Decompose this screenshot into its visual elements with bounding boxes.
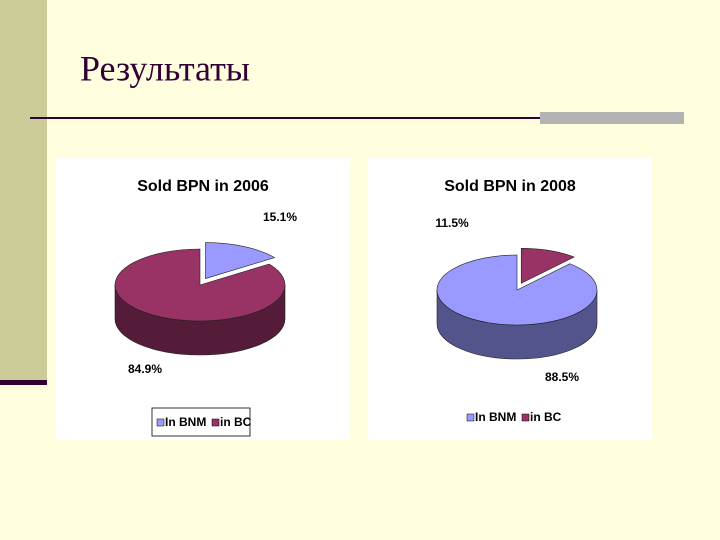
value-label: 11.5% — [435, 216, 469, 230]
value-label: 88.5% — [545, 370, 579, 384]
slide-title: Результаты — [80, 48, 250, 88]
legend-swatch — [521, 413, 530, 422]
slice — [205, 242, 276, 279]
legend-label: In BNM — [475, 410, 516, 424]
chart-title: Sold BPN in 2008 — [444, 178, 576, 195]
legend-swatch — [211, 418, 220, 427]
legend-swatch — [466, 413, 475, 422]
legend-label: in BC — [530, 410, 562, 424]
legend-box — [151, 407, 251, 437]
slice — [114, 248, 286, 322]
title-rule-accent — [540, 112, 684, 124]
legend-label: in BC — [220, 415, 252, 429]
chart-title: Sold BPN in 2006 — [137, 178, 269, 195]
slice — [520, 247, 575, 284]
legend-swatch — [156, 418, 165, 427]
value-label: 84.9% — [128, 362, 162, 376]
value-label: 15.1% — [263, 210, 297, 224]
slice — [436, 254, 598, 326]
side-stripe — [0, 380, 47, 385]
legend-label: In BNM — [165, 415, 206, 429]
side-bar — [0, 0, 47, 380]
